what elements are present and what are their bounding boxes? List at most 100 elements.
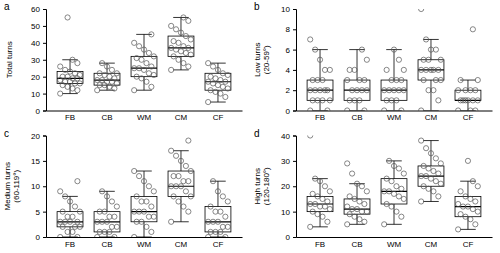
point (391, 88, 396, 93)
y-tick-mark (293, 70, 296, 71)
point (60, 224, 65, 229)
x-axis: FBCBWMCMCF (297, 237, 493, 249)
x-tick: CM (175, 111, 188, 123)
point (421, 184, 426, 189)
x-tick: WM (137, 111, 152, 123)
panel-label: c (4, 128, 9, 139)
point (183, 189, 188, 194)
x-tick: CF (213, 237, 224, 249)
point (104, 194, 109, 199)
point (97, 83, 102, 88)
point (67, 69, 72, 74)
panel: 0102030405060FBCBWMCMCFaTotal turns (4, 1, 243, 122)
point (322, 184, 327, 189)
point (396, 57, 401, 62)
x-tick-label: CB (351, 240, 362, 249)
point (109, 67, 114, 72)
point (136, 66, 141, 71)
whisker-cap-low (386, 224, 402, 225)
y-axis: 010203040 (281, 132, 296, 243)
x-tick-label: FB (65, 240, 75, 249)
point (384, 176, 389, 181)
point (463, 214, 468, 219)
point (132, 40, 137, 45)
point (389, 204, 394, 209)
point (327, 189, 332, 194)
whisker-cap-high (423, 39, 439, 40)
y-tick: 0 (36, 233, 46, 242)
box (205, 181, 231, 237)
point (401, 88, 406, 93)
point (438, 181, 443, 186)
point (357, 217, 362, 222)
point (423, 37, 428, 42)
whisker-cap-high (210, 63, 226, 64)
point (394, 209, 399, 214)
point (186, 64, 191, 69)
point (67, 199, 72, 204)
whisker-cap-low (173, 221, 189, 222)
box (168, 151, 194, 222)
y-tick-mark (43, 237, 46, 238)
point (394, 98, 399, 103)
point (206, 219, 211, 224)
x-tick: WM (137, 237, 152, 249)
point (421, 163, 426, 168)
point (423, 174, 428, 179)
point (463, 88, 468, 93)
whisker-cap-high (386, 49, 402, 50)
point (308, 37, 313, 42)
point (320, 77, 325, 82)
point (215, 219, 220, 224)
whisker-cap-high (423, 140, 439, 141)
point (315, 98, 320, 103)
point (181, 61, 186, 66)
point (183, 163, 188, 168)
point (146, 71, 151, 76)
whisker-cap-low (99, 237, 115, 238)
y-tick: 5 (36, 208, 46, 217)
whisker-cap-low (210, 237, 226, 238)
box (307, 50, 333, 111)
point (178, 49, 183, 54)
point (322, 204, 327, 209)
point (70, 214, 75, 219)
point (317, 88, 322, 93)
box-body (381, 80, 407, 100)
point (465, 98, 470, 103)
whisker-high (430, 141, 431, 166)
point (362, 77, 367, 82)
whisker-high (217, 63, 218, 73)
point (396, 166, 401, 171)
point (458, 189, 463, 194)
point (399, 77, 404, 82)
point (436, 171, 441, 176)
point (433, 156, 438, 161)
point (70, 229, 75, 234)
point (382, 222, 387, 227)
point (65, 229, 70, 234)
x-tick-label: CB (101, 113, 112, 122)
point (146, 214, 151, 219)
plot-area: 0102030405060FBCBWMCMCF (31, 5, 242, 122)
y-tick-mark (43, 136, 46, 137)
point (171, 39, 176, 44)
box (307, 179, 333, 227)
point (151, 214, 156, 219)
point (347, 212, 352, 217)
x-tick-label: CM (175, 113, 188, 122)
point (213, 209, 218, 214)
panel: 010203040FBCBWMCMCFdHigh turns(120-180°) (253, 128, 493, 249)
point (208, 88, 213, 93)
y-tick: 20 (31, 73, 46, 82)
whisker-cap-low (423, 110, 439, 111)
point (173, 47, 178, 52)
point (63, 194, 68, 199)
median (205, 221, 231, 222)
point (354, 88, 359, 93)
box-body (205, 207, 231, 232)
x-tick-label: CF (463, 240, 474, 249)
marks (57, 15, 231, 105)
point (313, 47, 318, 52)
point (394, 77, 399, 82)
